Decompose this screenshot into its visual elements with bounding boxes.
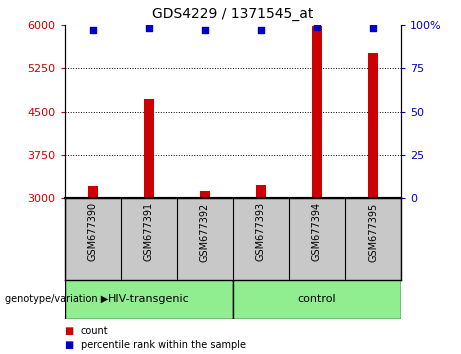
Text: GSM677392: GSM677392 [200, 202, 210, 262]
Text: ■: ■ [65, 326, 74, 336]
Bar [256, 185, 266, 198]
Bar [200, 191, 210, 198]
Title: GDS4229 / 1371545_at: GDS4229 / 1371545_at [152, 7, 313, 21]
Bar [144, 99, 154, 198]
Text: percentile rank within the sample: percentile rank within the sample [81, 340, 246, 350]
Text: count: count [81, 326, 108, 336]
Point [369, 25, 377, 31]
Text: GSM677393: GSM677393 [256, 202, 266, 262]
Bar [88, 185, 98, 198]
Text: GSM677394: GSM677394 [312, 202, 322, 262]
Bar [368, 52, 378, 198]
Text: genotype/variation ▶: genotype/variation ▶ [5, 294, 108, 304]
FancyBboxPatch shape [233, 280, 401, 319]
Text: control: control [298, 294, 336, 304]
Text: GSM677390: GSM677390 [88, 202, 98, 262]
Point [257, 27, 265, 33]
Text: GSM677391: GSM677391 [144, 202, 154, 262]
Point [201, 27, 208, 33]
FancyBboxPatch shape [65, 280, 233, 319]
Point [89, 27, 96, 33]
Text: ■: ■ [65, 340, 74, 350]
Point [313, 24, 321, 29]
Text: GSM677395: GSM677395 [368, 202, 378, 262]
Bar [312, 26, 322, 198]
Point [145, 25, 152, 31]
Text: HIV-transgenic: HIV-transgenic [108, 294, 189, 304]
